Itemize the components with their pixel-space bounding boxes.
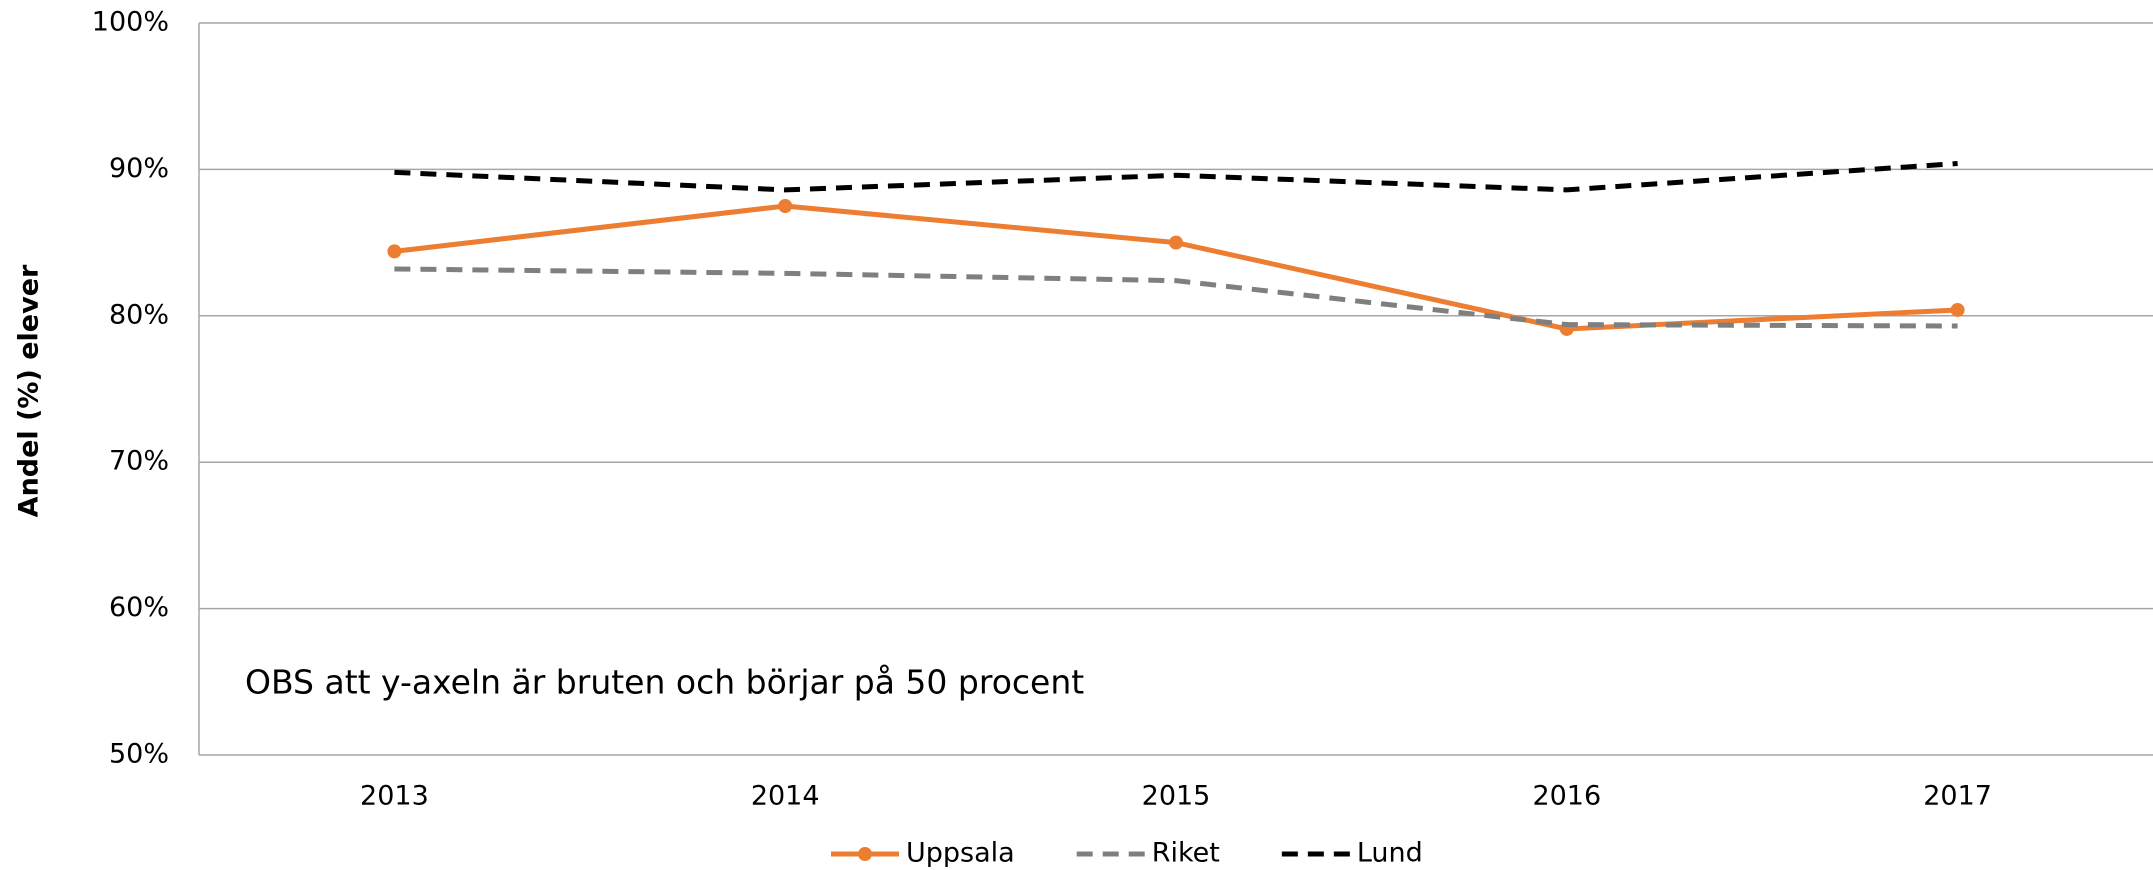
- y-tick-label: 100%: [92, 7, 169, 38]
- x-tick-label: 2016: [1532, 781, 1601, 812]
- marker: [1950, 302, 1965, 317]
- marker: [1169, 235, 1183, 250]
- y-tick-label: 60%: [109, 592, 169, 623]
- annotation: OBS att y-axeln är bruten och börjar på …: [245, 663, 1084, 702]
- legend-label: Uppsala: [906, 838, 1015, 869]
- series-line: [394, 203, 1958, 332]
- y-tick-label: 70%: [109, 446, 169, 477]
- series-line: [394, 161, 1958, 193]
- marker: [387, 244, 402, 259]
- y-tick-label: 90%: [109, 153, 169, 184]
- y-axis-label: Andel (%) elever: [14, 264, 45, 517]
- x-tick-label: 2013: [360, 781, 429, 812]
- legend-label: Lund: [1357, 838, 1423, 869]
- x-tick-label: 2017: [1923, 781, 1992, 812]
- y-tick-label: 80%: [109, 299, 169, 330]
- series-line: [394, 266, 1958, 329]
- legend-marker: [858, 847, 872, 861]
- legend-label: Riket: [1152, 838, 1220, 869]
- y-tick-label: 50%: [109, 739, 169, 770]
- marker: [778, 199, 793, 213]
- x-tick-label: 2015: [1142, 781, 1211, 812]
- x-tick-label: 2014: [751, 781, 820, 812]
